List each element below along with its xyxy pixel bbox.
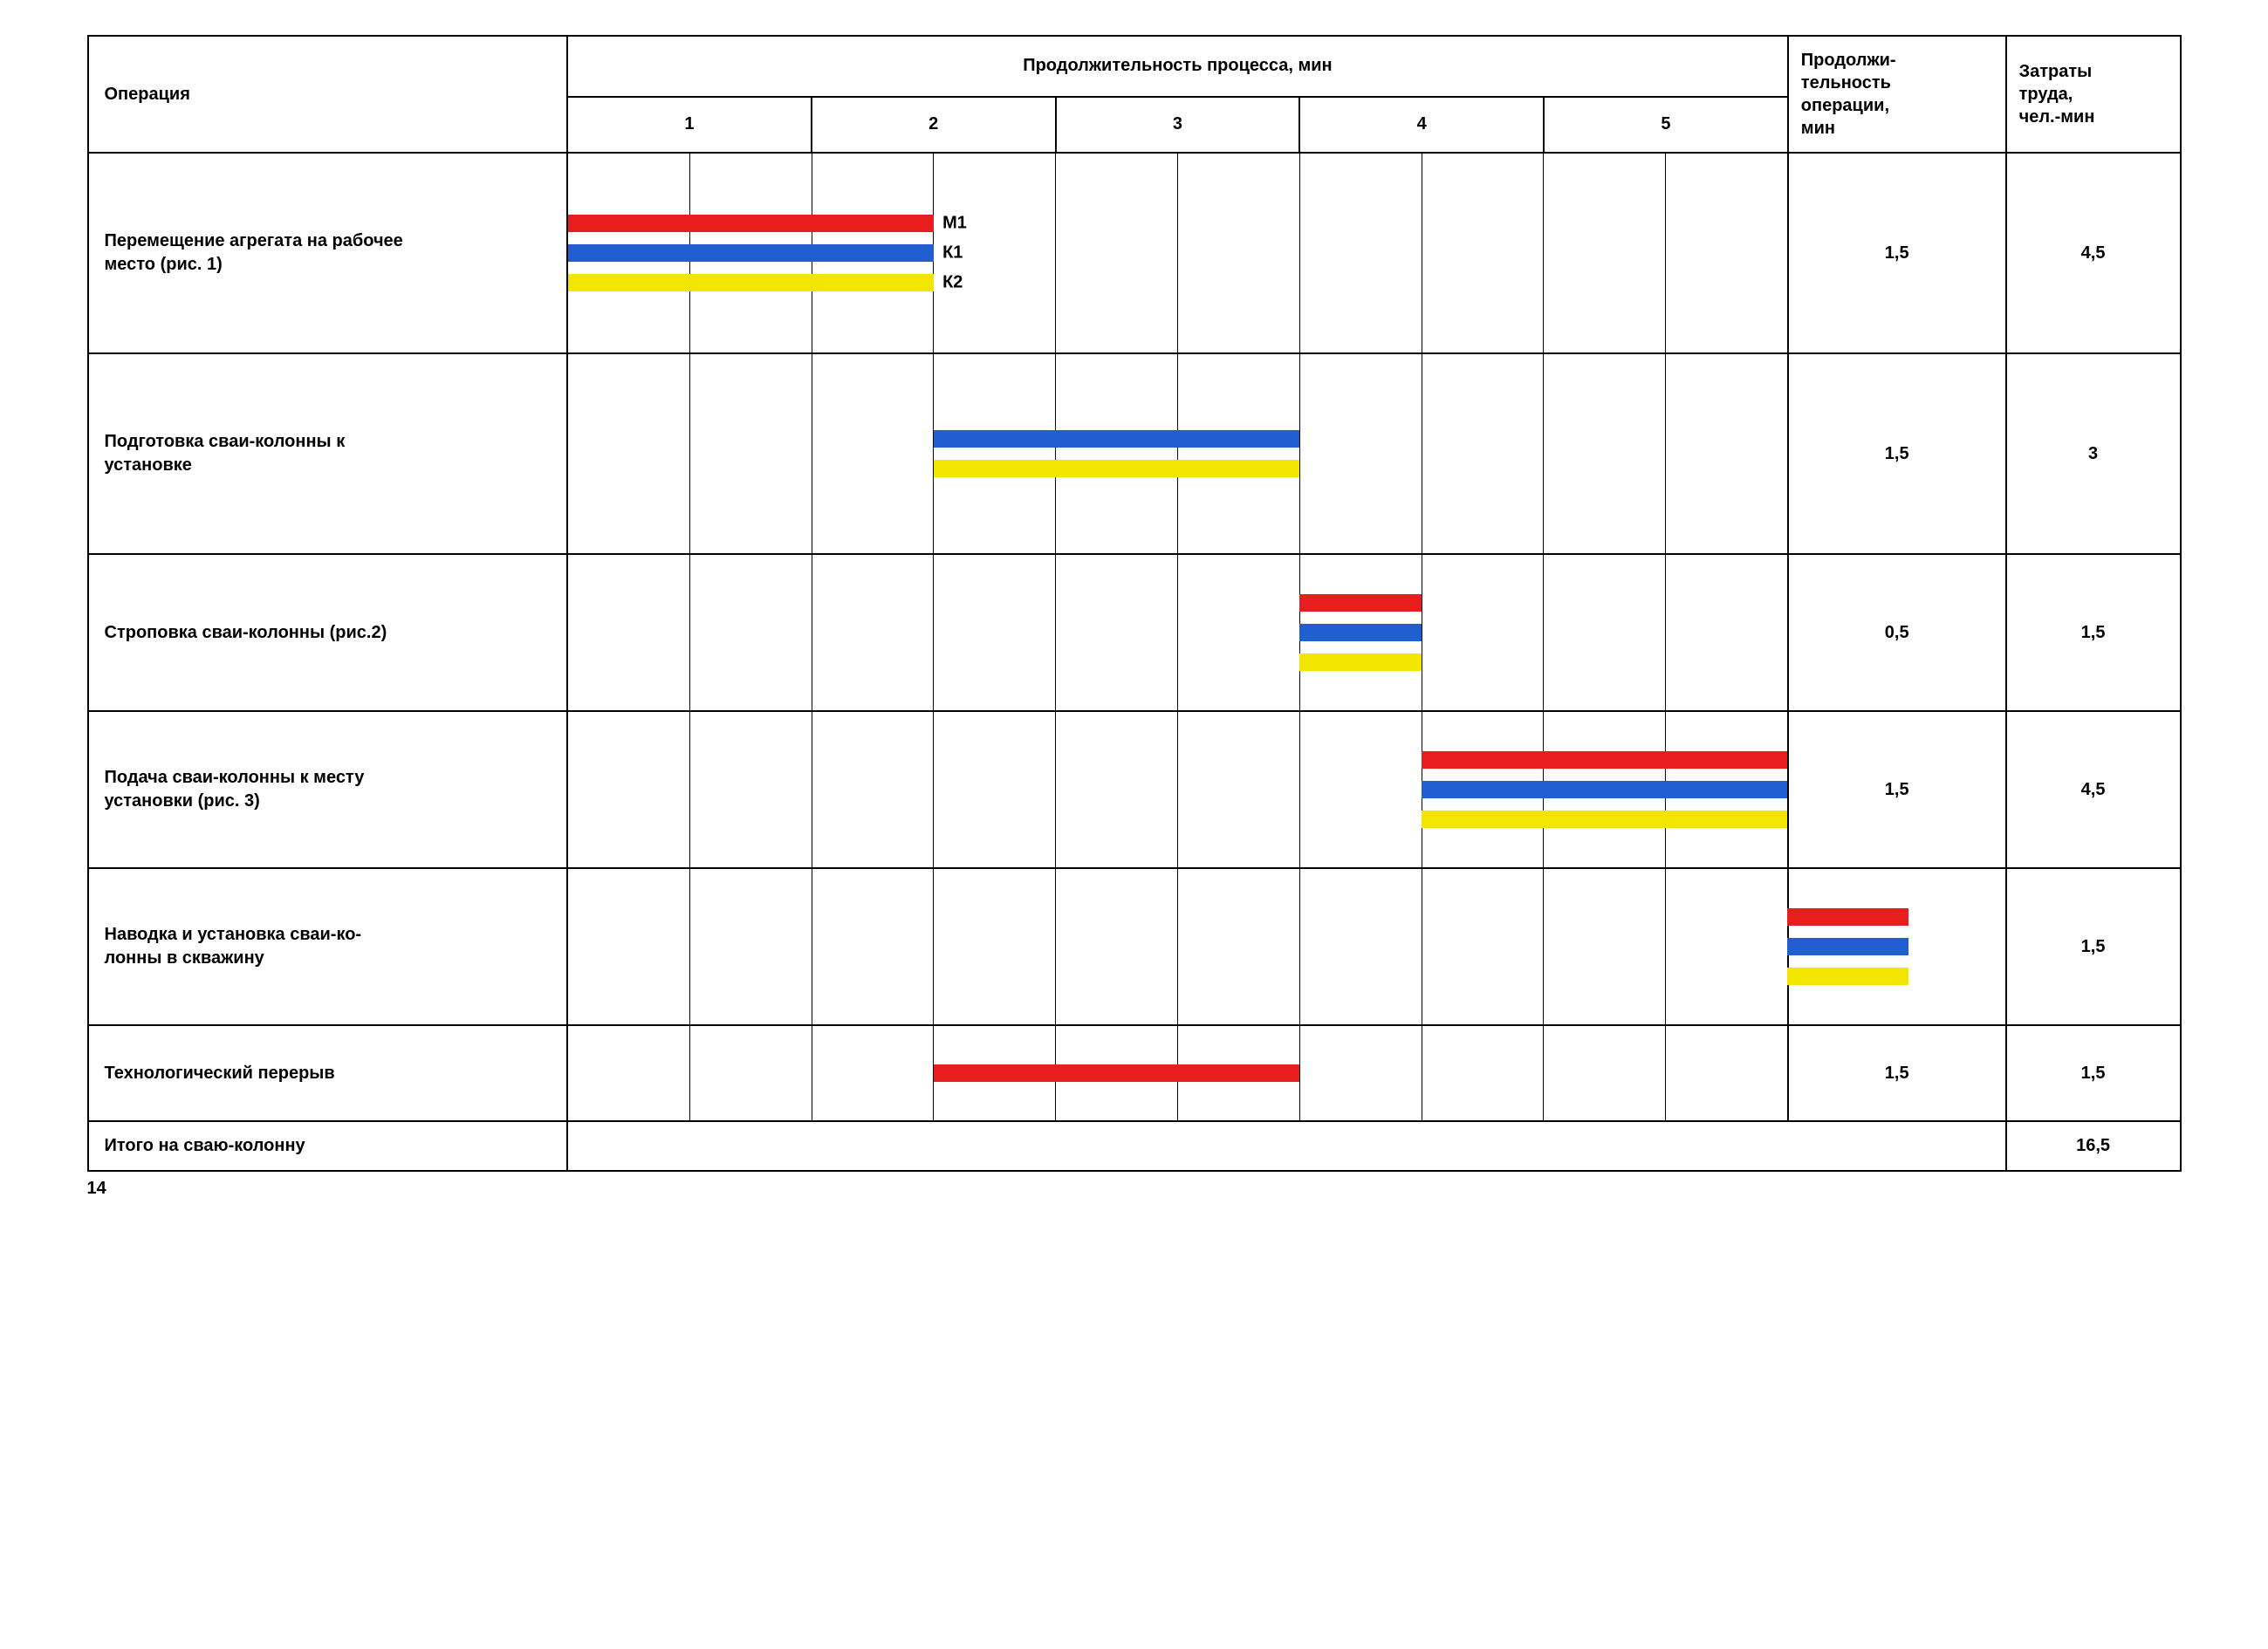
bar-m1: [1787, 908, 1909, 926]
labor-value: 1,5: [2006, 868, 2181, 1025]
gantt-row: Наводка и установка сваи-ко-лонны в сква…: [88, 868, 2181, 1025]
operation-label: Наводка и установка сваи-ко-лонны в сква…: [88, 868, 568, 1025]
bar-m1: [1422, 751, 1787, 769]
tick-2: 2: [812, 97, 1056, 153]
duration-value: 1,5: [1788, 353, 2006, 554]
timeline-cell: [567, 554, 1788, 711]
gantt-table: Операция Продолжительность процесса, мин…: [87, 35, 2182, 1172]
bar-k2: [1422, 811, 1787, 828]
labor-value: 1,5: [2006, 554, 2181, 711]
page-number: 14: [87, 1179, 2182, 1199]
timeline-cell: М1 К1 К2: [567, 153, 1788, 353]
timeline-cell: [567, 1025, 1788, 1121]
operation-label: Перемещение агрегата на рабочееместо (ри…: [88, 153, 568, 353]
labor-value: 3: [2006, 353, 2181, 554]
bar-label: К2: [942, 273, 963, 293]
operation-label: Строповка сваи-колонны (рис.2): [88, 554, 568, 711]
gantt-row: Подача сваи-колонны к местуустановки (ри…: [88, 711, 2181, 868]
gantt-row: Перемещение агрегата на рабочееместо (ри…: [88, 153, 2181, 353]
total-labor: 16,5: [2006, 1121, 2181, 1171]
duration-value: 1,5: [1788, 1025, 2006, 1121]
timeline-cell: [567, 353, 1788, 554]
timeline-cell: [567, 868, 1788, 1025]
gantt-row: Подготовка сваи-колонны кустановке 1,53: [88, 353, 2181, 554]
tick-1: 1: [567, 97, 812, 153]
bar-k1: [1299, 624, 1422, 641]
total-row: Итого на сваю-колонну 16,5: [88, 1121, 2181, 1171]
gantt-row: Технологический перерыв 1,51,5: [88, 1025, 2181, 1121]
duration-value: 1,5: [1788, 153, 2006, 353]
gantt-row: Строповка сваи-колонны (рис.2) 0,51,5: [88, 554, 2181, 711]
header-duration: Продолжи-тельностьоперации,мин: [1788, 36, 2006, 153]
bar-m1: [934, 1064, 1299, 1082]
bar-k2: [934, 460, 1299, 477]
tick-3: 3: [1056, 97, 1300, 153]
bar-label: К1: [942, 243, 963, 263]
bar-k1: [1422, 781, 1787, 798]
bar-m1: [1299, 594, 1422, 612]
operation-label: Подача сваи-колонны к местуустановки (ри…: [88, 711, 568, 868]
bar-k2: [568, 274, 934, 291]
labor-value: 4,5: [2006, 711, 2181, 868]
bar-label: М1: [942, 214, 967, 234]
tick-4: 4: [1299, 97, 1544, 153]
labor-value: 1,5: [2006, 1025, 2181, 1121]
bar-k1: [934, 430, 1299, 448]
operation-label: Технологический перерыв: [88, 1025, 568, 1121]
gantt-chart: Операция Продолжительность процесса, мин…: [87, 35, 2182, 1199]
bar-m1: [568, 215, 934, 232]
labor-value: 4,5: [2006, 153, 2181, 353]
header-labor: Затратытруда,чел.-мин: [2006, 36, 2181, 153]
timeline-cell: [567, 711, 1788, 868]
bar-k1: [1787, 938, 1909, 955]
bar-k1: [568, 244, 934, 262]
bar-k2: [1299, 653, 1422, 671]
header-operation: Операция: [88, 36, 568, 153]
duration-value: 0,5: [1788, 554, 2006, 711]
bar-k2: [1787, 968, 1909, 985]
operation-label: Подготовка сваи-колонны кустановке: [88, 353, 568, 554]
header-timeline: Продолжительность процесса, мин: [567, 36, 1788, 97]
total-label: Итого на сваю-колонну: [88, 1121, 568, 1171]
total-empty: [567, 1121, 2006, 1171]
duration-value: 1,5: [1788, 711, 2006, 868]
tick-5: 5: [1544, 97, 1788, 153]
